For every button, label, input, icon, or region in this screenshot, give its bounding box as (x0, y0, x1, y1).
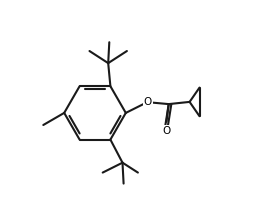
Text: O: O (162, 125, 171, 136)
Text: O: O (144, 97, 152, 107)
